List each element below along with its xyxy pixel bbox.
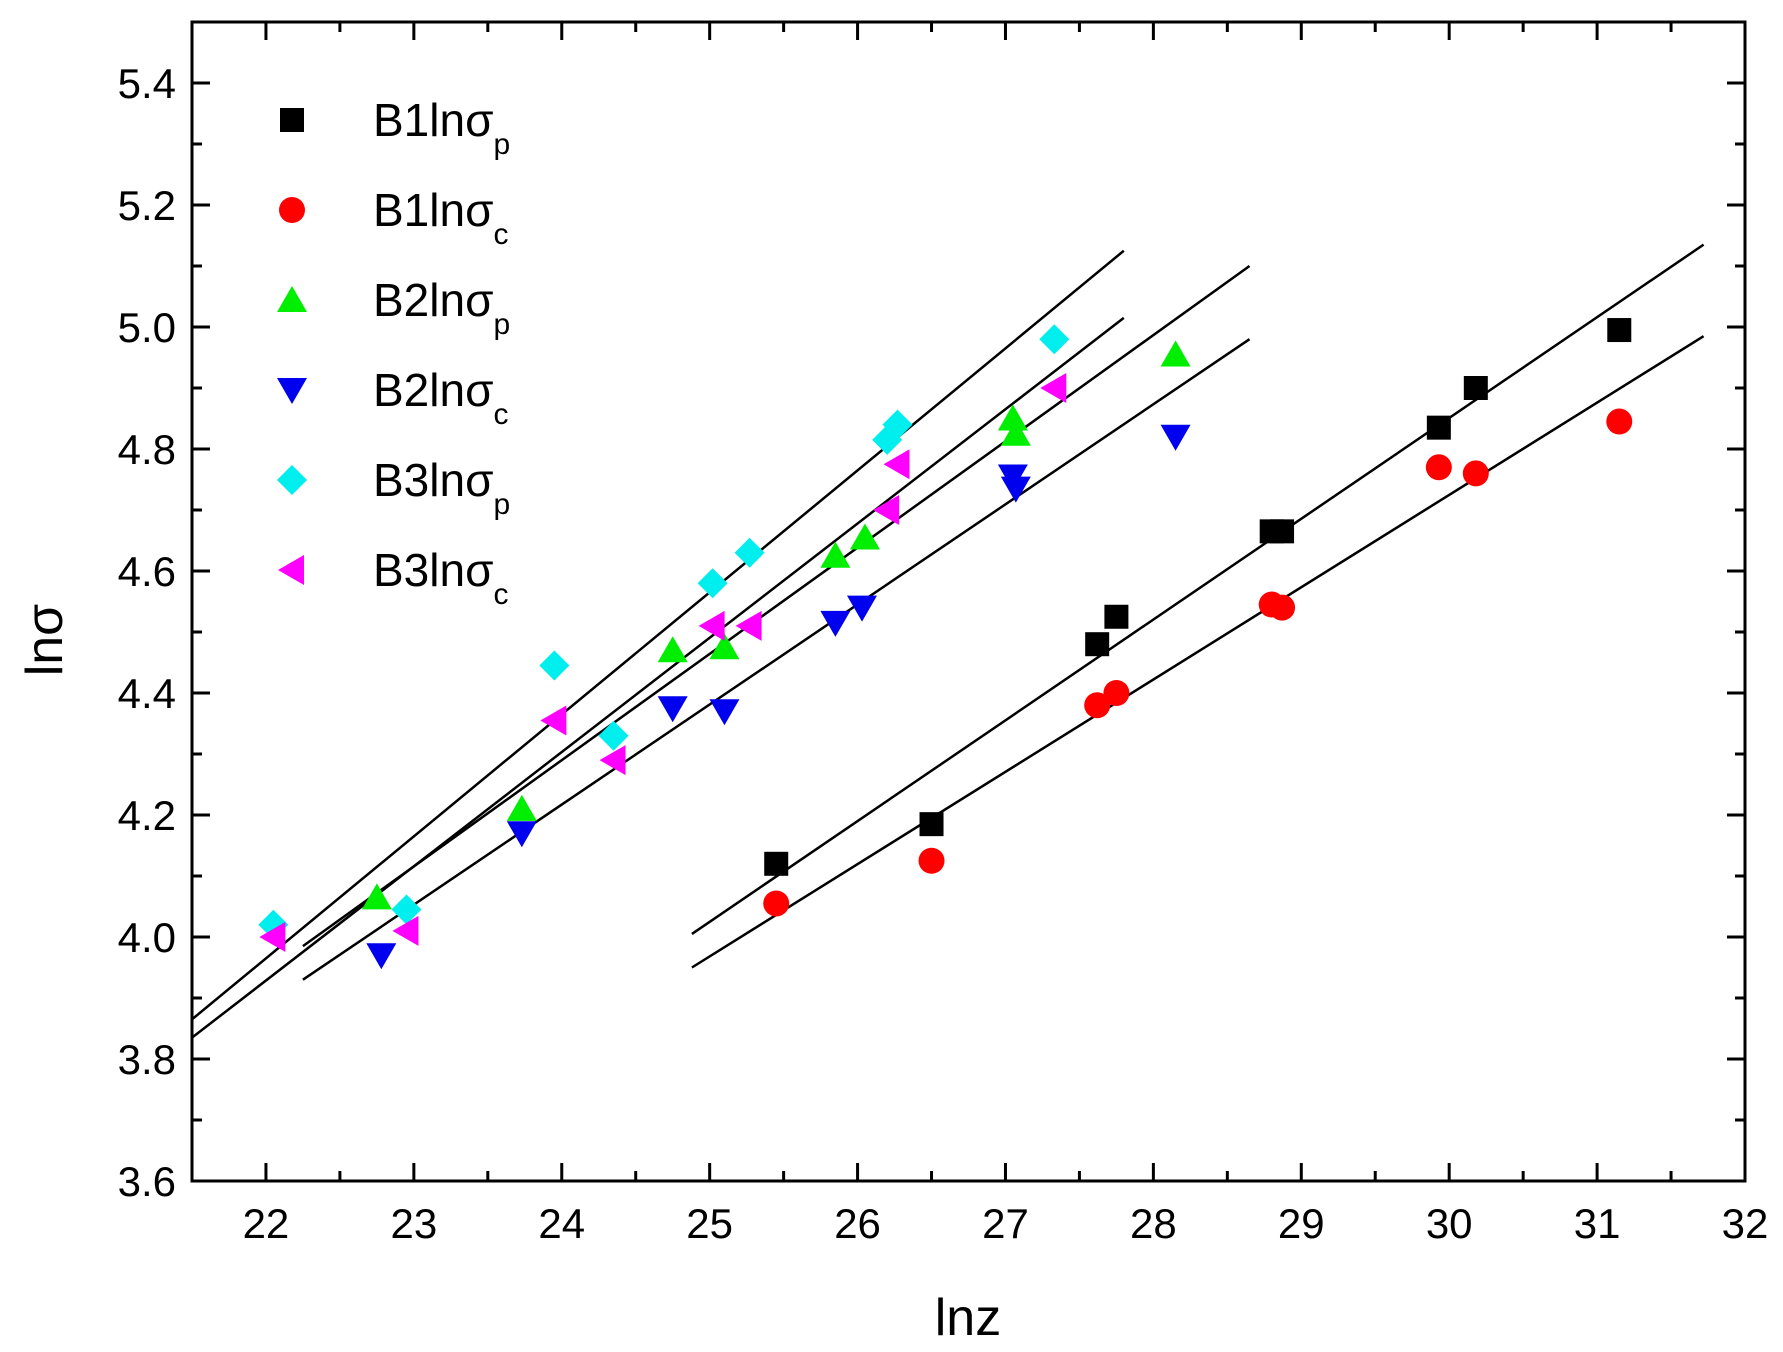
legend-marker-4	[277, 378, 307, 404]
y-tick-label: 5.0	[118, 304, 176, 351]
x-tick-label: 25	[686, 1200, 733, 1247]
series-3-point-1	[361, 883, 392, 910]
data-points	[258, 318, 1633, 970]
x-tick-label: 31	[1574, 1200, 1621, 1247]
fit-B3p-line	[191, 249, 1125, 1021]
series-5-point-2	[391, 894, 422, 925]
y-tick-label: 3.6	[118, 1158, 176, 1205]
legend-marker-2	[279, 197, 305, 223]
series-4-point-1	[366, 943, 397, 970]
x-tick-label: 28	[1130, 1200, 1177, 1247]
legend-marker-5	[277, 465, 307, 495]
series-3-point-6	[849, 523, 880, 550]
x-tick-label: 30	[1426, 1200, 1473, 1247]
series-2-point-3	[1084, 692, 1111, 719]
y-tick-label: 4.4	[118, 670, 176, 717]
series-1-point-3	[1085, 632, 1110, 657]
x-tick-label: 22	[243, 1200, 290, 1247]
series-6-point-1	[259, 922, 286, 952]
series-6-point-3	[540, 705, 567, 736]
series-3-point-2	[506, 794, 537, 821]
y-tick-label: 5.4	[118, 60, 176, 107]
series-4-point-9	[1160, 424, 1191, 451]
series-2-point-9	[1606, 408, 1633, 435]
series-1-point-2	[919, 812, 944, 837]
x-tick-label: 32	[1722, 1200, 1769, 1247]
series-6-point-9	[1040, 373, 1067, 403]
legend-label-2: B1lnσc	[373, 184, 508, 251]
y-tick-label: 4.2	[118, 792, 176, 839]
series-2-point-4	[1103, 680, 1130, 706]
fit-B3c-line	[191, 316, 1125, 1039]
series-4-point-3	[657, 696, 688, 723]
legend-marker-1	[280, 108, 304, 132]
series-3-point-5	[820, 541, 851, 568]
y-tick-label: 4.6	[118, 548, 176, 595]
series-5-point-9	[1039, 324, 1070, 355]
x-axis-title: lnz	[935, 1289, 1001, 1347]
legend-label-3: B2lnσp	[373, 274, 510, 341]
series-1-point-9	[1607, 318, 1632, 343]
series-6-point-7	[873, 495, 900, 525]
series-6-point-5	[698, 610, 725, 641]
x-tick-label: 29	[1278, 1200, 1325, 1247]
series-5-point-4	[598, 720, 629, 751]
fit-B1p-line	[691, 243, 1705, 935]
series-5-point-3	[539, 650, 570, 681]
series-5-point-8	[882, 409, 913, 440]
legend-label-5: B3lnσp	[373, 454, 510, 521]
series-2-point-7	[1425, 454, 1452, 481]
series-4-point-6	[847, 595, 878, 622]
fit-B1c-line	[691, 335, 1705, 969]
y-tick-label: 4.8	[118, 426, 176, 473]
series-4-point-4	[709, 699, 740, 726]
series-3-point-9	[1160, 340, 1191, 367]
x-tick-label: 24	[538, 1200, 585, 1247]
series-5-point-5	[697, 568, 728, 599]
series-2-point-1	[763, 890, 790, 917]
series-3-point-7	[997, 404, 1028, 431]
series-2-point-6	[1269, 594, 1296, 621]
series-1-point-4	[1104, 604, 1129, 629]
legend: B1lnσp B1lnσc B2lnσp B2lnσc B3lnσp B3lnσc	[277, 94, 510, 611]
series-6-point-2	[392, 915, 419, 946]
series-1-point-8	[1463, 376, 1488, 400]
series-1-point-7	[1426, 415, 1451, 440]
axes	[190, 20, 1747, 1183]
series-2-point-2	[918, 847, 945, 874]
series-6-point-8	[883, 449, 910, 480]
fit-B2p-line	[302, 264, 1251, 948]
y-tick-label: 4.0	[118, 914, 176, 961]
series-4-point-2	[506, 821, 537, 848]
series-1-point-6	[1270, 519, 1295, 544]
series-4-point-8	[1000, 476, 1031, 503]
y-tick-label: 5.2	[118, 182, 176, 229]
series-3-point-4	[709, 633, 740, 660]
tick-labels: 22 23 24 25 26 27 28 29 30 31 32 3.6 3.8 4.0 4.2 4.4 4.6…	[118, 60, 1769, 1247]
legend-marker-3	[277, 286, 307, 312]
y-tick-label: 3.8	[118, 1036, 176, 1083]
fit-B2c-line	[302, 338, 1251, 981]
series-1-point-1	[764, 851, 789, 876]
x-tick-label: 26	[834, 1200, 881, 1247]
series-5-point-6	[734, 537, 765, 568]
x-tick-label: 27	[982, 1200, 1029, 1247]
series-4-point-5	[820, 610, 851, 637]
series-3-point-8	[1000, 419, 1031, 446]
fit-lines	[191, 243, 1705, 1039]
series-6-point-4	[599, 745, 626, 776]
series-2-point-8	[1462, 460, 1489, 487]
plot-frame	[190, 20, 1747, 1183]
legend-label-4: B2lnσc	[373, 364, 508, 431]
y-axis-title: lnσ	[16, 604, 74, 677]
legend-label-1: B1lnσp	[373, 94, 510, 161]
x-tick-label: 23	[390, 1200, 437, 1247]
legend-marker-6	[278, 555, 304, 585]
series-3-point-3	[657, 636, 688, 663]
legend-label-6: B3lnσc	[373, 544, 508, 611]
series-6-point-6	[735, 610, 762, 641]
